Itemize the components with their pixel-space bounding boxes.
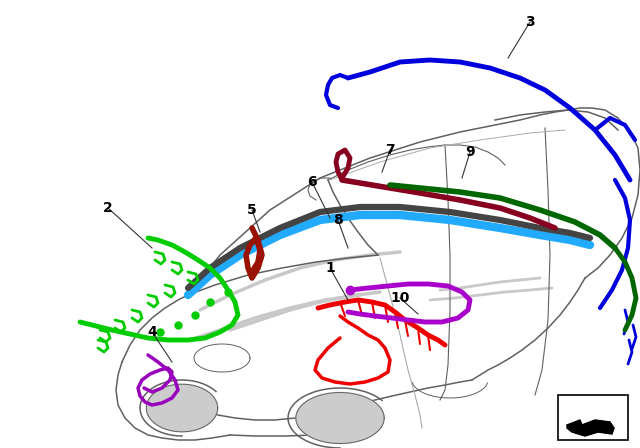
Text: 9: 9 [465,145,475,159]
Text: 5: 5 [247,203,257,217]
Polygon shape [567,420,614,436]
Text: 6: 6 [307,175,317,189]
Polygon shape [296,392,384,444]
Polygon shape [147,384,218,432]
Text: 4: 4 [147,325,157,339]
Text: 7: 7 [385,143,395,157]
Text: 2: 2 [103,201,113,215]
Text: 10: 10 [390,291,410,305]
Text: 1: 1 [325,261,335,275]
Text: 3: 3 [525,15,535,29]
Bar [558,395,628,440]
Text: 477572: 477572 [574,424,612,434]
Text: 8: 8 [333,213,343,227]
